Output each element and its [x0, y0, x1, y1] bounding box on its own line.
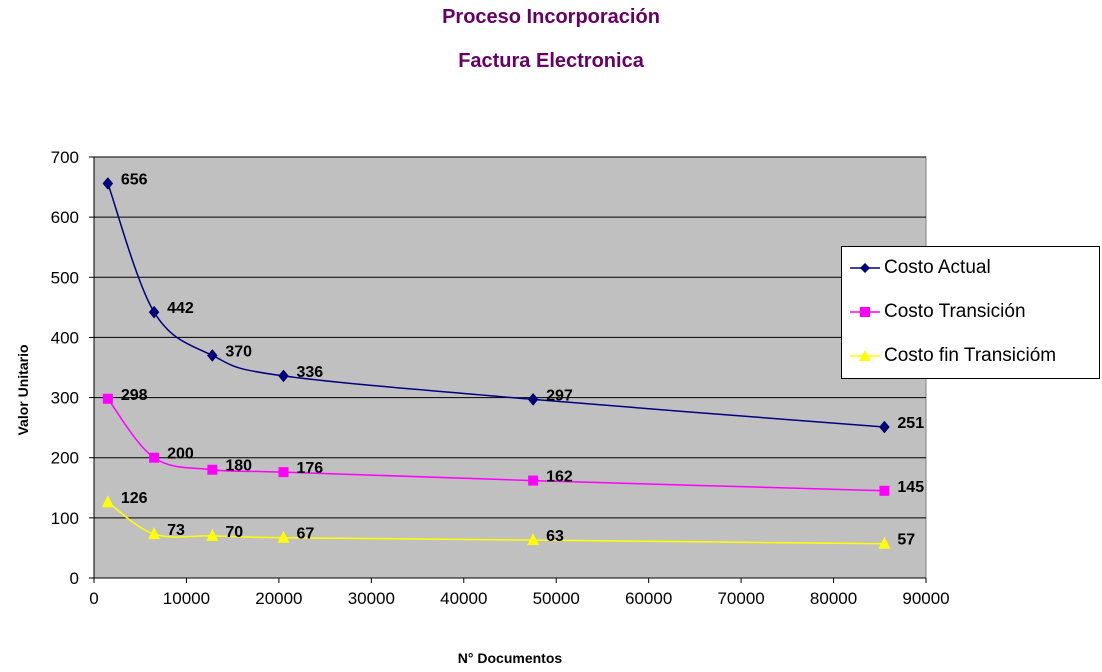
data-point — [528, 475, 539, 486]
data-point — [207, 349, 218, 362]
y-tick-label: 700 — [51, 148, 79, 167]
y-tick-label: 300 — [51, 389, 79, 408]
data-point — [527, 392, 539, 406]
x-tick-label: 80000 — [810, 589, 857, 608]
legend-label: Costo fin Transicióm — [884, 345, 1057, 366]
data-point — [101, 495, 114, 508]
x-tick-label: 70000 — [717, 589, 764, 608]
data-point — [149, 452, 160, 463]
legend-item-costo-actual: Costo Actual — [850, 256, 991, 280]
data-label: 162 — [546, 469, 573, 486]
data-label: 442 — [167, 300, 194, 317]
data-label: 200 — [167, 446, 194, 463]
data-point — [278, 369, 289, 383]
data-label: 370 — [225, 343, 252, 360]
legend-item-costo-fin-transicion: Costo fin Transicióm — [850, 344, 1056, 368]
x-tick-label: 0 — [89, 589, 98, 608]
x-tick-label: 40000 — [440, 589, 487, 608]
data-point — [879, 420, 890, 434]
legend: Costo Actual Costo Transición Costo fin … — [841, 246, 1100, 379]
data-label: 251 — [897, 415, 924, 432]
y-tick-label: 200 — [51, 449, 79, 468]
data-point — [102, 177, 114, 190]
data-label: 297 — [546, 387, 573, 404]
data-label: 63 — [546, 528, 564, 545]
y-tick-label: 500 — [51, 268, 79, 287]
data-point — [277, 530, 290, 543]
x-axis-label: N° Documentos — [458, 650, 563, 666]
data-label: 57 — [897, 532, 915, 549]
chart-subtitle: Factura Electronica — [458, 50, 644, 72]
x-tick-label: 30000 — [348, 589, 395, 608]
x-tick-label: 10000 — [163, 589, 210, 608]
data-point — [878, 536, 891, 549]
data-label: 73 — [167, 522, 185, 539]
chart-title: Proceso Incorporación — [442, 6, 660, 28]
data-point — [278, 467, 289, 478]
legend-label: Costo Transición — [884, 301, 1026, 322]
data-point — [148, 527, 161, 540]
data-label: 180 — [225, 458, 252, 475]
y-tick-label: 600 — [51, 208, 79, 227]
legend-label: Costo Actual — [884, 257, 991, 278]
data-point — [527, 533, 540, 546]
x-tick-label: 60000 — [625, 589, 672, 608]
data-point — [879, 485, 890, 496]
data-label: 298 — [121, 387, 148, 404]
data-point — [206, 528, 219, 541]
y-tick-label: 400 — [51, 328, 79, 347]
data-label: 656 — [121, 171, 148, 188]
x-tick-label: 20000 — [255, 589, 302, 608]
data-label: 67 — [297, 526, 315, 543]
y-tick-label: 100 — [51, 509, 79, 528]
data-point — [148, 305, 160, 319]
y-axis-label: Valor Unitario — [15, 344, 31, 435]
y-tick-label: 0 — [70, 569, 79, 588]
data-label: 176 — [297, 460, 324, 477]
legend-item-costo-transicion: Costo Transición — [850, 300, 1026, 324]
plot-area — [93, 156, 927, 579]
data-point — [102, 393, 113, 404]
data-label: 336 — [297, 364, 324, 381]
x-tick-label: 90000 — [902, 589, 949, 608]
series-line — [107, 501, 885, 545]
data-label: 145 — [897, 479, 924, 496]
data-label: 126 — [121, 490, 148, 507]
data-label: 70 — [225, 524, 243, 541]
data-point — [207, 464, 218, 475]
x-tick-label: 50000 — [533, 589, 580, 608]
